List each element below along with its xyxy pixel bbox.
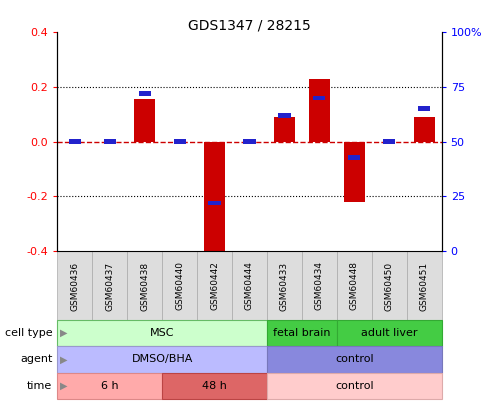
Text: cell type: cell type (5, 328, 52, 338)
Bar (162, 251, 197, 320)
Bar (57, 373, 162, 399)
Text: control: control (335, 381, 374, 391)
Bar (244, 139, 255, 144)
Bar (139, 91, 151, 96)
Text: adult liver: adult liver (361, 328, 418, 338)
Bar (204, 142, 225, 259)
Bar (92, 251, 127, 320)
Text: GSM60451: GSM60451 (420, 262, 429, 311)
Bar (57, 251, 92, 320)
Text: 48 h: 48 h (202, 381, 227, 391)
Text: DMSO/BHA: DMSO/BHA (132, 354, 193, 364)
Text: fetal brain: fetal brain (273, 328, 331, 338)
Bar (302, 251, 337, 320)
Bar (267, 346, 442, 373)
Bar (418, 107, 430, 111)
Bar (267, 320, 337, 346)
Bar (57, 320, 267, 346)
Bar (197, 251, 232, 320)
Text: GDS1347 / 28215: GDS1347 / 28215 (188, 18, 311, 32)
Bar (309, 79, 330, 142)
Text: GSM60438: GSM60438 (140, 262, 149, 311)
Text: GSM60436: GSM60436 (70, 262, 79, 311)
Text: GSM60448: GSM60448 (350, 262, 359, 310)
Bar (69, 139, 81, 144)
Bar (337, 320, 442, 346)
Text: GSM60444: GSM60444 (245, 262, 254, 310)
Text: GSM60434: GSM60434 (315, 262, 324, 310)
Bar (274, 117, 295, 142)
Bar (267, 373, 442, 399)
Text: MSC: MSC (150, 328, 175, 338)
Bar (174, 139, 186, 144)
Bar (57, 346, 267, 373)
Text: GSM60442: GSM60442 (210, 262, 219, 310)
Text: GSM60437: GSM60437 (105, 262, 114, 311)
Bar (104, 139, 116, 144)
Text: ▶: ▶ (60, 328, 67, 338)
Bar (278, 113, 290, 118)
Bar (414, 117, 435, 142)
Bar (372, 251, 407, 320)
Text: control: control (335, 354, 374, 364)
Bar (383, 139, 395, 144)
Bar (344, 142, 365, 202)
Text: GSM60433: GSM60433 (280, 262, 289, 311)
Text: 6 h: 6 h (101, 381, 119, 391)
Bar (267, 251, 302, 320)
Bar (232, 251, 267, 320)
Bar (348, 155, 360, 160)
Text: time: time (27, 381, 52, 391)
Bar (407, 251, 442, 320)
Text: ▶: ▶ (60, 381, 67, 391)
Text: GSM60450: GSM60450 (385, 262, 394, 311)
Bar (162, 373, 267, 399)
Bar (337, 251, 372, 320)
Text: agent: agent (20, 354, 52, 364)
Bar (313, 96, 325, 100)
Text: ▶: ▶ (60, 354, 67, 364)
Bar (209, 200, 221, 205)
Bar (127, 251, 162, 320)
Bar (134, 99, 155, 142)
Text: GSM60440: GSM60440 (175, 262, 184, 310)
